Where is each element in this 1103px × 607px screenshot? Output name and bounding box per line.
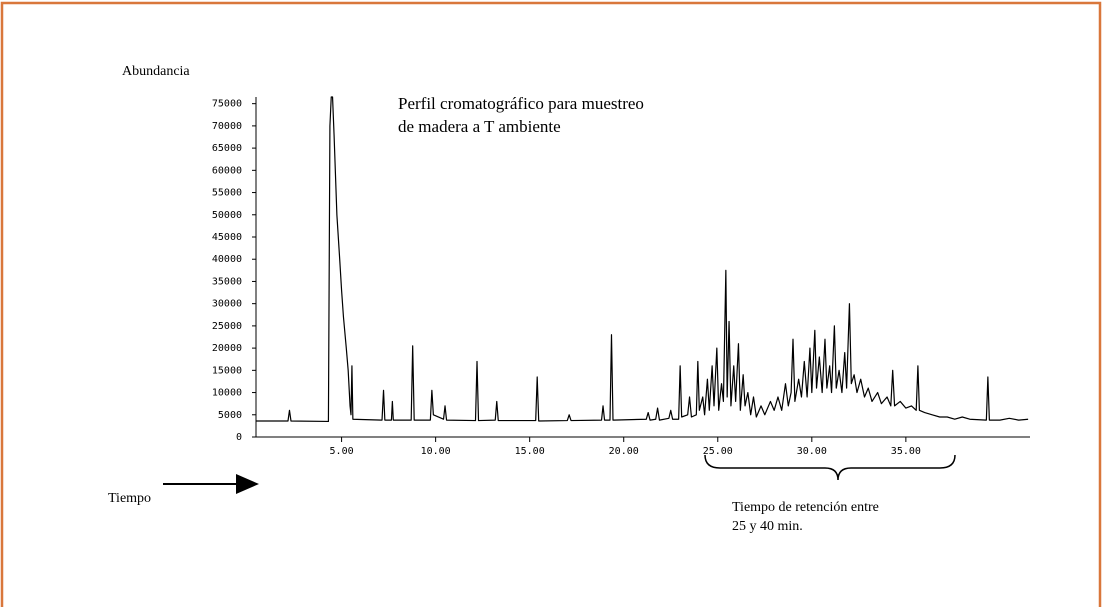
- x-tick-label: 15.00: [515, 446, 545, 457]
- x-tick-label: 5.00: [330, 446, 354, 457]
- chart-title: Perfil cromatográfico para muestreo: [398, 94, 644, 113]
- chart-title: de madera a T ambiente: [398, 117, 561, 136]
- y-tick-label: 70000: [212, 121, 242, 132]
- line: [256, 96, 1029, 423]
- annotation: Tiempo de retención entre: [732, 500, 879, 515]
- x-tick-label: 30.00: [797, 446, 827, 457]
- y-tick-label: 20000: [212, 343, 242, 354]
- x-tick-label: 10.00: [421, 446, 451, 457]
- y-tick-label: 15000: [212, 365, 242, 376]
- y-tick-label: 60000: [212, 165, 242, 176]
- y-tick-label: 75000: [212, 99, 242, 110]
- y-tick-label: 25000: [212, 321, 242, 332]
- x-tick-label: 35.00: [891, 446, 921, 457]
- y-tick-label: 10000: [212, 388, 242, 399]
- y-tick-label: 40000: [212, 254, 242, 265]
- arrow-head: [236, 474, 259, 494]
- y-tick-label: 55000: [212, 188, 242, 199]
- x-tick-label: 25.00: [703, 446, 733, 457]
- y-tick-label: 0: [236, 432, 242, 443]
- annotation: 25 y 40 min.: [732, 519, 803, 534]
- y-tick-label: 45000: [212, 232, 242, 243]
- x-axis-label: Tiempo: [108, 491, 151, 506]
- y-tick-label: 5000: [218, 410, 242, 421]
- y-axis-label: Abundancia: [122, 64, 190, 79]
- y-tick-label: 35000: [212, 276, 242, 287]
- x-tick-label: 20.00: [609, 446, 639, 457]
- y-tick-label: 65000: [212, 143, 242, 154]
- y-tick-label: 30000: [212, 299, 242, 310]
- y-tick-label: 50000: [212, 210, 242, 221]
- brace: [704, 454, 956, 481]
